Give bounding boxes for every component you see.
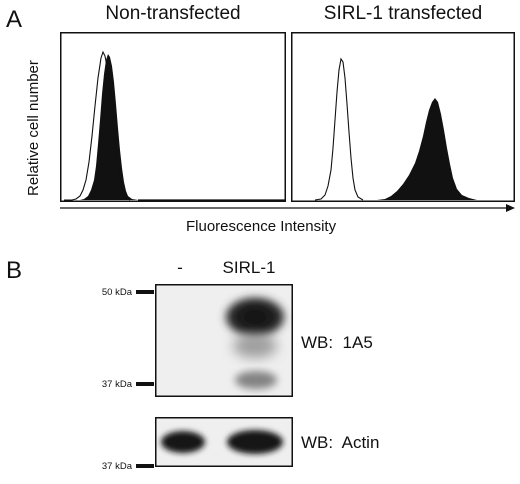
band-actin-control xyxy=(161,431,205,453)
western-blot-1a5 xyxy=(155,284,293,397)
x-axis-label: Fluorescence Intensity xyxy=(186,218,337,235)
panel-b-letter: B xyxy=(6,257,23,284)
panel-a-letter: A xyxy=(6,6,23,33)
western-blot-actin xyxy=(155,417,293,467)
band-sirl1-lower xyxy=(235,371,277,389)
band-sirl1-main xyxy=(225,297,285,337)
histogram-right-control-curve xyxy=(314,57,364,201)
x-axis-arrow xyxy=(60,204,515,212)
marker-37kda-lower-tick xyxy=(136,464,154,468)
histogram-right-filled-curve xyxy=(365,98,477,200)
marker-37kda-lower-label: 37 kDa xyxy=(101,461,132,472)
histogram-right-title: SIRL-1 transfected xyxy=(323,3,483,24)
histogram-left-frame xyxy=(60,32,286,202)
marker-50kda-label: 50 kDa xyxy=(101,287,132,298)
histogram-left-filled-curve xyxy=(64,54,285,200)
wb-1a5-label: WB: 1A5 xyxy=(301,333,373,352)
histogram-left-title: Non-transfected xyxy=(105,3,241,24)
marker-ticks xyxy=(136,290,154,468)
y-axis-label: Relative cell number xyxy=(25,60,42,196)
histogram-sirl1-transfected xyxy=(291,32,515,202)
lane-label-control: - xyxy=(177,258,183,277)
band-actin-sirl1 xyxy=(227,430,283,454)
histogram-non-transfected xyxy=(60,32,286,202)
marker-50kda-tick xyxy=(136,290,154,294)
wb-actin-label: WB: Actin xyxy=(301,433,380,452)
lane-label-sirl1: SIRL-1 xyxy=(222,258,276,277)
marker-37kda-upper-label: 37 kDa xyxy=(101,379,132,390)
histogram-left-control-curve xyxy=(64,50,131,201)
band-sirl1-smear xyxy=(233,334,277,358)
histogram-right-frame xyxy=(291,32,515,202)
marker-37kda-upper-tick xyxy=(136,382,154,386)
